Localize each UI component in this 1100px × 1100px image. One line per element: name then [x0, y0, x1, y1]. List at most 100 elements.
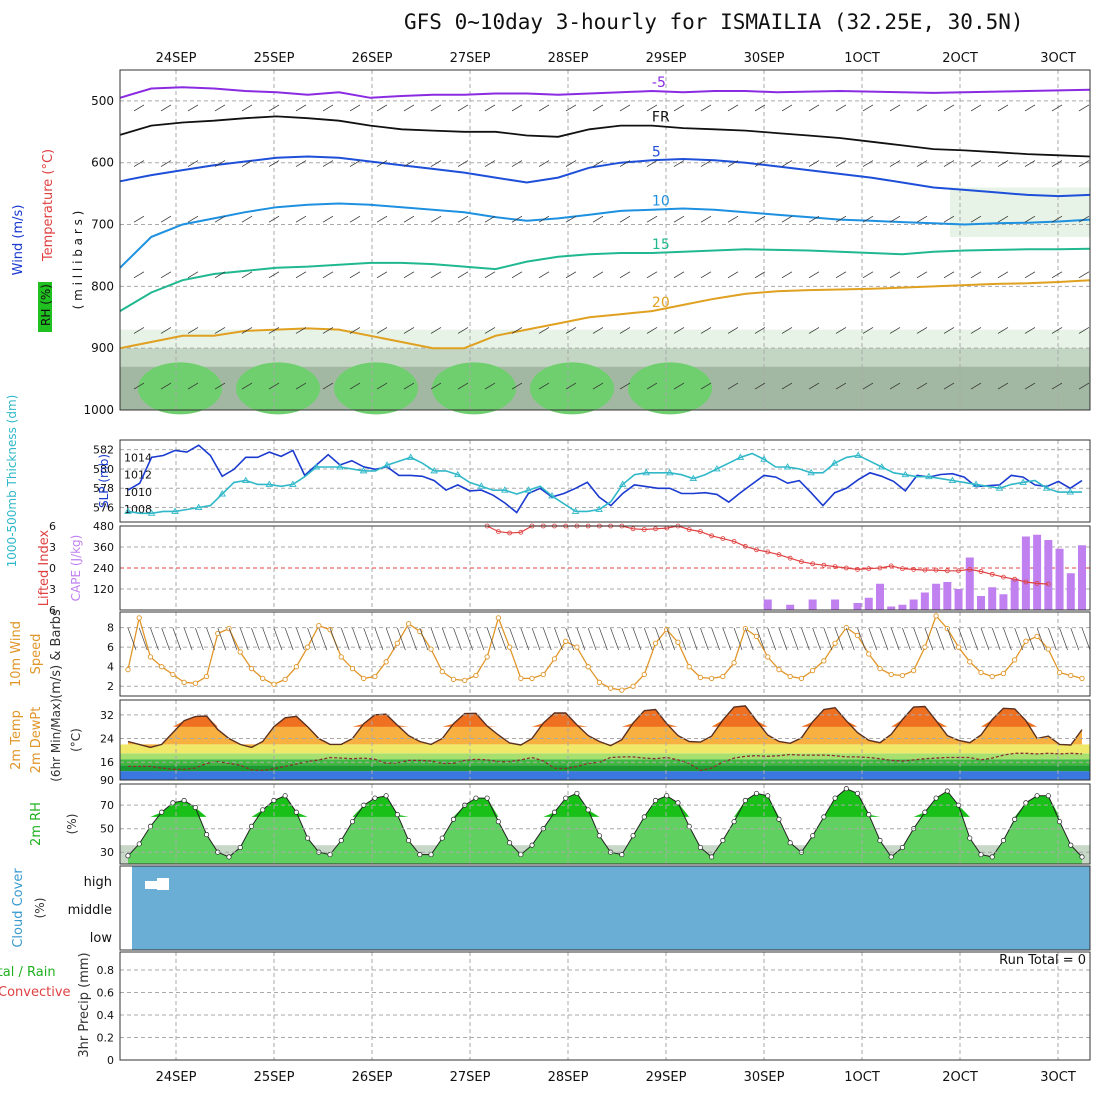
instability-panel-frame: [119, 525, 1091, 611]
rh-marker: [832, 795, 838, 801]
wind-barb: [781, 160, 793, 167]
rh-marker: [271, 797, 277, 804]
wind-barb: [403, 382, 415, 390]
lifted-index-marker: [900, 566, 905, 572]
ylabel-min-max: (6hr Min/Max): [49, 698, 63, 782]
lifted-index-marker: [866, 566, 872, 572]
wind-barb: [700, 271, 712, 279]
wind-barb: [268, 215, 280, 223]
isotherm-20: [119, 279, 1091, 350]
isotherm-label: -5: [652, 75, 666, 91]
wind-speed-marker: [1068, 672, 1074, 679]
wind-barb: [430, 382, 442, 390]
wind-speed-marker: [798, 675, 805, 682]
ylabel-rh-units: (%): [65, 814, 79, 835]
wind-barb: [133, 271, 145, 279]
series-line-thickness: [127, 452, 1082, 515]
wind-barb-10m: [284, 627, 294, 651]
rh-marker: [652, 797, 659, 804]
ylabel-cloud-cover: Cloud Cover: [11, 868, 26, 948]
wind-speed-marker: [349, 666, 356, 672]
wind-barb: [997, 382, 1009, 390]
slp-tick-label: 1014: [124, 451, 152, 464]
wind-barb-10m: [363, 627, 373, 651]
wind-barb-10m: [340, 627, 350, 651]
wind-barb: [943, 271, 955, 279]
cape-tick-label: 360: [93, 541, 114, 554]
temperature-panel-frame: [119, 699, 1091, 781]
wind-barb-10m: [902, 627, 911, 651]
wind-barb: [700, 160, 712, 167]
thickness-marker: [736, 453, 745, 460]
wind-barb: [862, 382, 874, 390]
wind-barb: [916, 104, 928, 112]
wind-barb: [430, 215, 442, 223]
wind-barb: [646, 215, 658, 223]
lifted-index-tick-label: 6: [49, 520, 56, 533]
wind-barb: [376, 382, 388, 390]
rh-shade-blob: [628, 362, 712, 415]
wind-barb: [754, 160, 766, 167]
wind-barb: [268, 271, 280, 279]
wind-barb-10m: [251, 627, 260, 651]
lifted-index-marker: [877, 565, 883, 571]
wind-barb: [1024, 104, 1036, 112]
wind-speed-marker: [394, 640, 401, 646]
wind-speed-marker: [462, 677, 468, 684]
wind-barb: [322, 104, 334, 112]
wind-barb: [835, 215, 847, 223]
isotherm-label: 5: [652, 144, 661, 160]
wind-speed-marker: [686, 664, 692, 670]
cloud-cover-fill: [132, 866, 1090, 950]
lifted-index-marker: [989, 571, 995, 577]
wind-speed-marker: [619, 687, 625, 693]
wind-barb: [565, 327, 577, 334]
wind-barb: [133, 160, 145, 167]
rh-shade-blob: [530, 362, 614, 415]
wind-barb: [538, 104, 550, 112]
wind-barb-10m: [733, 627, 743, 651]
wind-speed-marker: [596, 679, 603, 685]
wind-barb-10m: [991, 627, 1001, 651]
lifted-index-marker: [495, 529, 501, 534]
thickness-marker: [1019, 478, 1027, 485]
wind-barb: [430, 104, 442, 112]
thickness-marker: [312, 463, 321, 470]
wind-barb-10m: [217, 627, 227, 651]
wind-barb: [322, 215, 334, 223]
wind-barb-10m: [711, 627, 720, 651]
wind-barb: [862, 104, 874, 112]
wind-barb: [727, 382, 739, 390]
wind-barb: [835, 382, 847, 390]
wind-barb: [619, 271, 631, 279]
wind-barb: [187, 104, 199, 112]
lifted-index-tick-label: 3: [49, 541, 56, 554]
wind-speed-marker: [1045, 646, 1051, 652]
wind-barb: [673, 104, 685, 112]
ylabel-temperature: Temperature (°C): [41, 149, 56, 262]
ylabel-2m-temp: 2m Temp: [9, 710, 24, 770]
wind-speed-marker: [495, 615, 502, 621]
thickness-marker: [336, 463, 344, 470]
wind-barb-10m: [946, 627, 956, 651]
rh-marker: [338, 837, 344, 844]
wind-barb: [619, 382, 631, 390]
wind-speed-marker: [787, 673, 793, 680]
wind-speed-marker: [933, 613, 939, 619]
wind-speed-marker: [989, 673, 995, 680]
lifted-index-marker: [765, 549, 771, 555]
date-label-bottom: 28SEP: [548, 1070, 589, 1085]
date-label-top: 27SEP: [450, 51, 491, 66]
thickness-marker: [430, 466, 439, 474]
isotherm-label: 20: [652, 295, 670, 311]
wind-barb: [754, 215, 766, 223]
rh-marker: [428, 852, 434, 858]
wind-barb: [970, 104, 982, 112]
wind-barb-10m: [643, 627, 653, 651]
wind-speed-marker: [978, 669, 984, 676]
rh-marker: [170, 800, 176, 806]
wind-barb-10m: [273, 627, 283, 651]
rh-marker: [260, 807, 266, 813]
wind-speed-marker: [405, 621, 412, 627]
wind-barb-10m: [823, 627, 833, 651]
